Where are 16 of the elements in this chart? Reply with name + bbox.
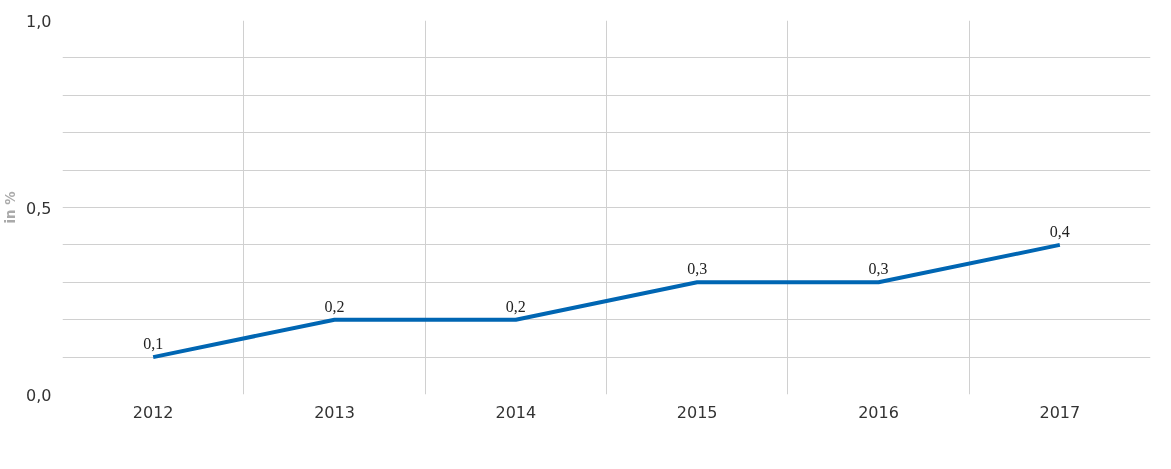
y-tick-label: 1,0 (26, 11, 52, 31)
x-tick-label: 2013 (314, 402, 355, 422)
x-tick-label: 2015 (676, 402, 718, 422)
data-label: 0,3 (868, 260, 889, 278)
x-tick-label: 2012 (132, 402, 174, 422)
data-label: 0,2 (505, 297, 526, 315)
x-tick-label: 2017 (1039, 402, 1081, 422)
data-label: 0,4 (1049, 222, 1070, 240)
data-label: 0,3 (687, 260, 708, 278)
y-tick-label: 0,0 (26, 385, 52, 405)
y-tick-label: 0,5 (26, 198, 52, 218)
x-tick-label: 2014 (495, 402, 537, 422)
data-label: 0,1 (143, 335, 164, 353)
x-tick-label: 2016 (858, 402, 899, 422)
data-label: 0,2 (324, 297, 345, 315)
y-axis-title: in % (3, 191, 19, 224)
